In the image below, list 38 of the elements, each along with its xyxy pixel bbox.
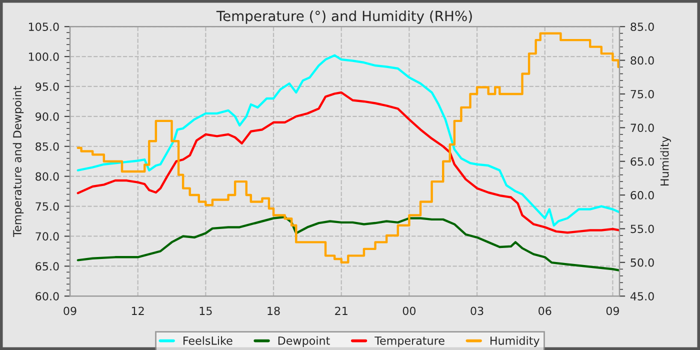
x-tick-label: 21	[335, 306, 348, 315]
x-tick-label: 12	[132, 306, 144, 315]
y-tick-label: 85.0	[36, 142, 59, 151]
y-tick-label: 65.0	[36, 262, 59, 271]
y2-tick-label: 55.0	[630, 224, 654, 234]
y-tick-label: 105.0	[28, 22, 59, 31]
x-tick-label: 06	[538, 306, 552, 316]
x-tick-label: 09	[606, 306, 620, 316]
y-tick-label: 100.0	[28, 52, 59, 61]
x-tick-label: 18	[268, 306, 280, 316]
legend-label: FeelsLike	[184, 336, 232, 345]
y2-axis-title: Humidity	[660, 136, 671, 186]
chart-title: Temperature (°) and Humidity (RH%)	[216, 10, 472, 24]
x-tick-label: 15	[200, 306, 212, 316]
y-axis-title: Temperature and Dewpoint	[12, 86, 24, 237]
y2-tick-label: 65.0	[630, 157, 654, 166]
y-tick-label: 75.0	[36, 202, 59, 211]
y2-tick-label: 75.0	[630, 90, 654, 98]
line-series	[76, 216, 620, 272]
y2-tick-label: 80.0	[630, 56, 654, 65]
y2-tick-label: 70.0	[630, 124, 654, 132]
x-tick-label: 09	[64, 306, 76, 316]
line-series	[76, 91, 620, 234]
y-tick-label: 60.0	[36, 292, 59, 300]
y2-tick-label: 50.0	[630, 258, 654, 267]
legend-label: Dewpoint	[278, 336, 330, 347]
y-tick-label: 95.0	[36, 82, 59, 91]
y2-tick-label: 85.0	[630, 22, 654, 31]
y-tick-label: 90.0	[36, 112, 59, 121]
y-tick-label: 80.0	[36, 172, 59, 181]
y-tick-label: 70.0	[36, 232, 59, 241]
y2-tick-label: 45.0	[630, 292, 654, 300]
x-tick-label: 03	[470, 306, 484, 316]
legend-label: Humidity	[490, 336, 540, 347]
x-tick-label: 00	[402, 306, 416, 316]
legend-label: Temperature	[374, 336, 444, 347]
line-series	[76, 54, 620, 227]
y2-tick-label: 60.0	[630, 191, 654, 200]
